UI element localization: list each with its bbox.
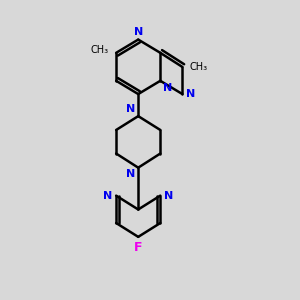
Text: N: N <box>103 190 112 201</box>
Text: F: F <box>134 241 142 254</box>
Text: N: N <box>186 89 195 99</box>
Text: CH₃: CH₃ <box>190 62 208 72</box>
Text: N: N <box>163 83 172 93</box>
Text: N: N <box>126 169 135 179</box>
Text: N: N <box>164 190 173 201</box>
Text: CH₃: CH₃ <box>91 46 109 56</box>
Text: N: N <box>134 27 143 37</box>
Text: N: N <box>126 104 135 114</box>
